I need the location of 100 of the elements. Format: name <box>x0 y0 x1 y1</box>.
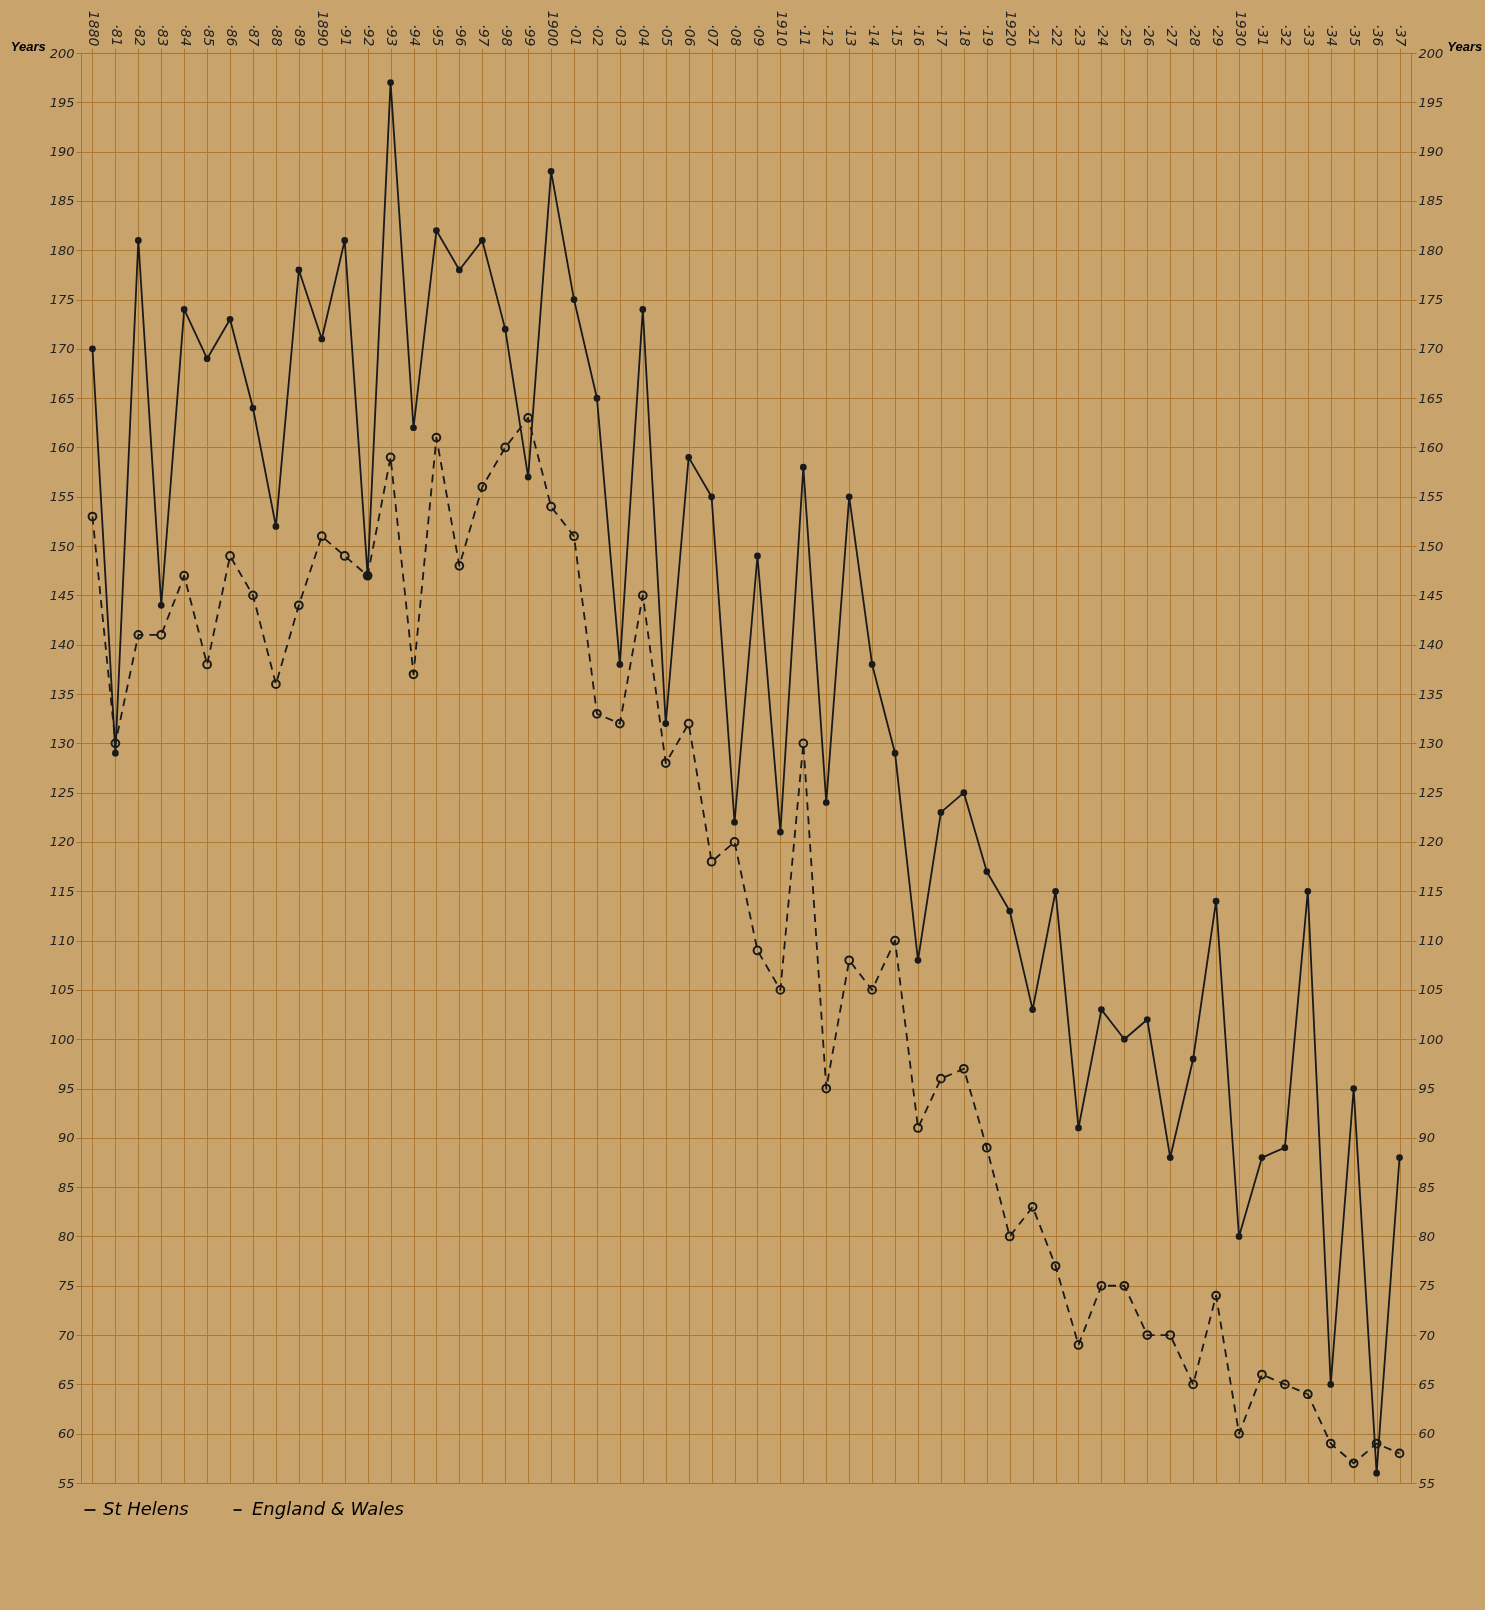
point <box>683 718 694 729</box>
y-tick-label: 140 <box>49 637 75 653</box>
point <box>225 551 235 561</box>
x-tick-label: ·97 <box>475 24 492 47</box>
x-tick-label: ·85 <box>200 24 217 47</box>
x-tick-label: ·11 <box>796 24 813 47</box>
x-tick-label: ·28 <box>1186 24 1203 47</box>
y2-tick-label: 100 <box>1418 1031 1444 1047</box>
point <box>477 482 488 492</box>
y-tick-label: 100 <box>49 1031 75 1047</box>
x-tick-label: ·33 <box>1301 24 1318 47</box>
point <box>845 493 853 501</box>
x-tick-label: ·17 <box>934 24 951 47</box>
x-tick-label: ·29 <box>1209 24 1226 47</box>
point <box>524 473 532 481</box>
x-tick-label: ·34 <box>1324 24 1341 47</box>
point <box>1029 1006 1036 1013</box>
point <box>569 531 579 542</box>
point <box>500 442 511 453</box>
point <box>937 809 945 816</box>
point <box>1211 1290 1221 1301</box>
point <box>592 708 602 719</box>
y-tick-label: 60 <box>57 1426 75 1442</box>
point <box>295 266 303 274</box>
point <box>387 79 394 86</box>
point <box>1166 1154 1174 1161</box>
point <box>798 738 809 749</box>
x-tick-label: ·81 <box>108 24 125 47</box>
point <box>202 659 212 670</box>
y2-tick-label: 125 <box>1418 785 1444 801</box>
point <box>1325 1438 1336 1449</box>
point <box>1096 1280 1107 1291</box>
point <box>341 237 349 244</box>
point <box>660 758 671 768</box>
x-tick-label: ·21 <box>1026 24 1043 47</box>
x-tick-label: ·18 <box>957 24 974 47</box>
point <box>958 1063 969 1074</box>
point <box>1302 1389 1313 1400</box>
y2-tick-label: 195 <box>1418 94 1444 110</box>
point <box>1396 1154 1403 1161</box>
y-tick-label: 125 <box>49 785 75 801</box>
x-tick-label: ·93 <box>384 24 401 47</box>
point <box>1119 1280 1130 1291</box>
point <box>981 1142 992 1153</box>
point <box>593 394 601 402</box>
y2-tick-label: 105 <box>1418 982 1444 998</box>
y2-tick-label: 135 <box>1418 686 1444 702</box>
y2-tick-label: 130 <box>1418 735 1444 751</box>
y-tick-label: 75 <box>57 1278 75 1294</box>
point <box>1075 1124 1082 1132</box>
point <box>1121 1035 1128 1043</box>
point <box>1027 1202 1038 1212</box>
point <box>1098 1006 1105 1013</box>
y-tick-label: 195 <box>49 94 75 110</box>
point <box>456 266 463 274</box>
point <box>890 935 900 946</box>
point <box>1304 887 1312 895</box>
y-tick-label: 150 <box>49 538 75 554</box>
point <box>156 630 167 640</box>
x-tick-label: ·26 <box>1140 24 1157 47</box>
y-tick-label: 65 <box>57 1376 75 1392</box>
y-tick-label: 160 <box>49 439 75 455</box>
x-tick-label: ·25 <box>1117 24 1134 47</box>
point <box>891 749 899 757</box>
point <box>1280 1379 1290 1390</box>
point <box>89 345 96 353</box>
x-tick-label: ·06 <box>682 24 699 47</box>
point <box>249 404 257 412</box>
point <box>777 828 784 836</box>
point <box>408 669 419 680</box>
x-tick-label: ·35 <box>1347 24 1364 47</box>
point <box>615 718 625 729</box>
y-tick-label: 185 <box>49 193 75 209</box>
point <box>501 325 509 333</box>
point <box>822 799 830 806</box>
point <box>339 551 350 561</box>
x-tick-label: ·84 <box>177 24 194 47</box>
y-tick-label: 175 <box>49 292 75 308</box>
x-tick-label: ·04 <box>636 24 653 47</box>
point <box>1371 1438 1382 1449</box>
x-tick-label: ·36 <box>1370 24 1387 47</box>
point <box>1052 887 1059 895</box>
point <box>1165 1330 1176 1340</box>
x-tick-label: ·24 <box>1094 24 1111 47</box>
point <box>936 1073 946 1084</box>
x-tick-label: ·15 <box>888 24 905 47</box>
x-tick-label: 1900 <box>544 10 561 47</box>
y2-tick-label: 55 <box>1418 1475 1436 1491</box>
point <box>1394 1448 1405 1459</box>
point <box>685 454 693 461</box>
point <box>706 856 717 867</box>
point <box>1281 1144 1289 1152</box>
x-tick-label: ·23 <box>1072 24 1088 47</box>
point <box>110 738 121 749</box>
x-tick-label: ·19 <box>980 24 997 47</box>
point <box>1188 1379 1199 1390</box>
x-tick-label: ·14 <box>865 24 882 47</box>
x-tick-label: ·83 <box>154 24 171 47</box>
y-tick-label: 130 <box>49 735 75 751</box>
y2-tick-label: 110 <box>1418 933 1444 949</box>
